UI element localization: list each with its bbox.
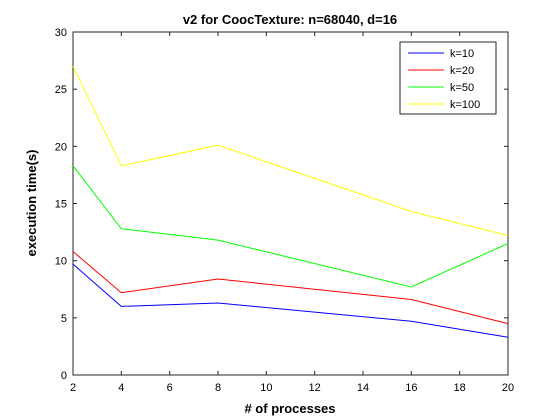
legend-label: k=50 (450, 82, 474, 94)
x-axis: 2 4 6 8 10 12 14 16 18 20 (70, 32, 514, 394)
y-axis: 0 5 10 15 20 25 30 (55, 27, 508, 382)
series-lines (72, 66, 509, 338)
x-tick-label: 12 (309, 382, 321, 394)
chart-title: v2 for CoocTexture: n=68040, d=16 (183, 12, 397, 27)
series-line-k-10 (72, 263, 509, 338)
y-tick-label: 15 (55, 199, 67, 211)
legend-label: k=20 (450, 65, 474, 77)
y-tick-label: 10 (55, 256, 67, 268)
legend-box (399, 41, 497, 115)
y-axis-label: execution time(s) (24, 150, 39, 257)
legend-label: k=10 (450, 48, 474, 60)
x-tick-label: 10 (260, 382, 272, 394)
x-axis-label: # of processes (244, 401, 335, 416)
series-line-k-20 (72, 251, 509, 325)
y-tick-label: 5 (61, 313, 67, 325)
series-line-k-100 (72, 66, 509, 236)
y-tick-label: 25 (55, 84, 67, 96)
x-tick-label: 4 (118, 382, 124, 394)
x-tick-label: 14 (357, 382, 369, 394)
legend: k=10 k=20 k=50 k=100 (399, 41, 497, 115)
x-tick-label: 20 (502, 382, 514, 394)
y-tick-label: 20 (55, 141, 67, 153)
series-line-k-50 (72, 165, 509, 288)
y-tick-label: 30 (55, 27, 67, 39)
x-tick-label: 16 (405, 382, 417, 394)
x-tick-label: 8 (215, 382, 221, 394)
x-tick-label: 6 (167, 382, 173, 394)
x-tick-label: 2 (70, 382, 76, 394)
x-tick-label: 18 (454, 382, 466, 394)
legend-label: k=100 (450, 99, 480, 111)
y-tick-label: 0 (61, 370, 67, 382)
